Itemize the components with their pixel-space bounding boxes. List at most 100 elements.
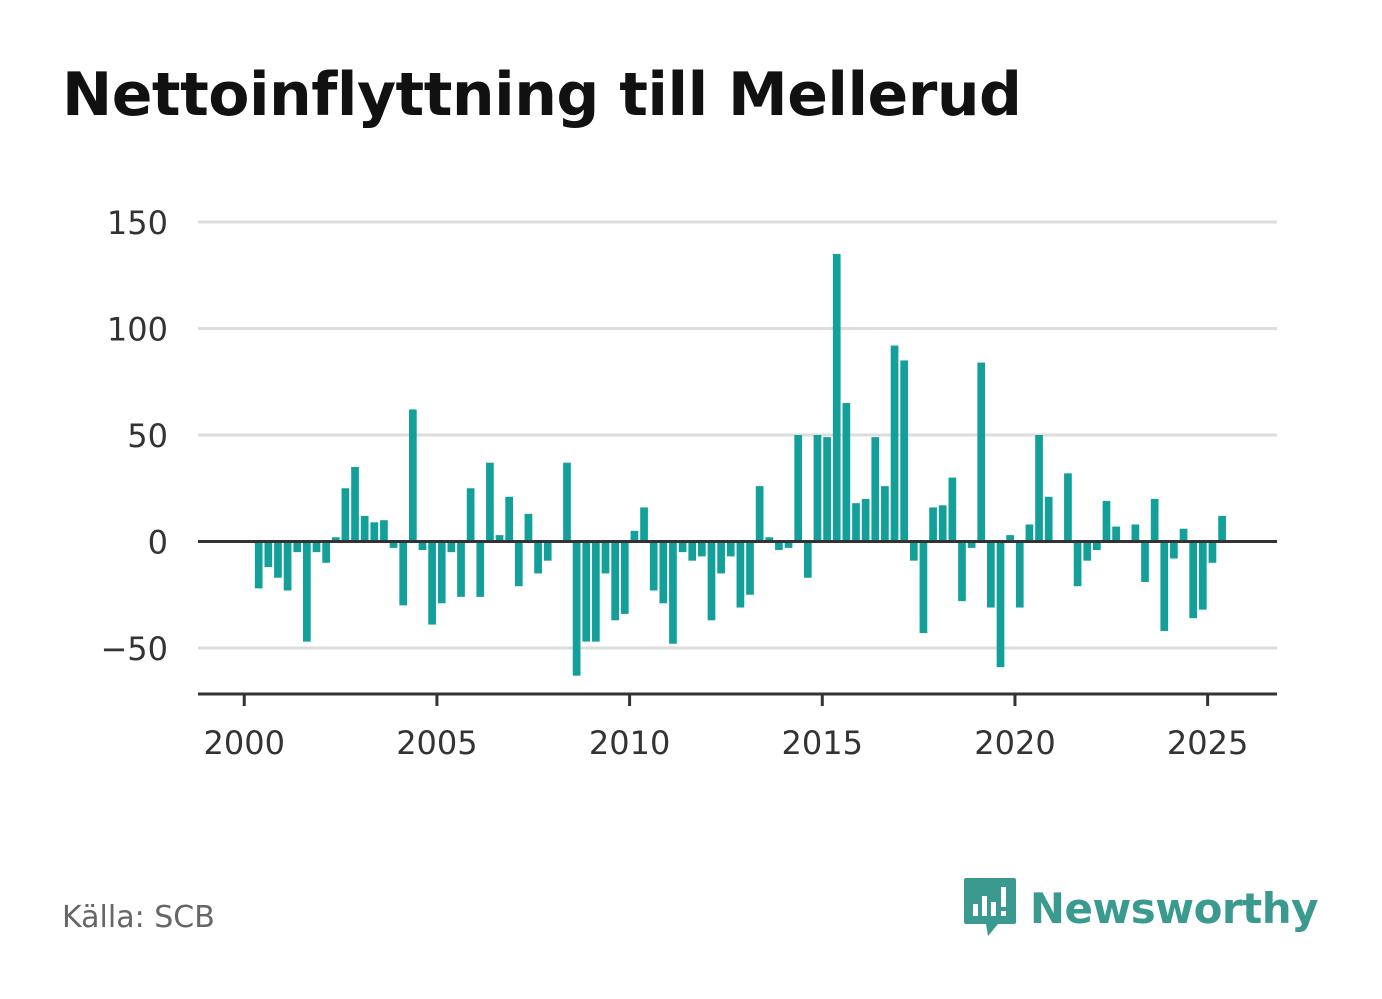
bar bbox=[312, 541, 321, 553]
grid-layer bbox=[198, 220, 1277, 650]
x-tick-label: 2015 bbox=[782, 724, 863, 762]
bar bbox=[601, 541, 610, 574]
bar bbox=[1150, 498, 1159, 542]
bar bbox=[611, 541, 620, 621]
bar bbox=[1208, 541, 1217, 563]
bar bbox=[640, 507, 648, 542]
bar bbox=[1035, 435, 1043, 542]
bar bbox=[341, 488, 350, 542]
bar bbox=[784, 541, 793, 548]
bar bbox=[881, 486, 889, 542]
bar bbox=[1189, 541, 1198, 619]
bar bbox=[437, 541, 446, 604]
bar bbox=[717, 541, 725, 574]
y-tick-label: 150 bbox=[107, 204, 168, 242]
bar bbox=[794, 435, 803, 542]
y-tick-label: −50 bbox=[100, 630, 168, 668]
bar bbox=[428, 541, 436, 625]
bar bbox=[1179, 528, 1188, 542]
bar bbox=[380, 520, 388, 542]
bar bbox=[1170, 541, 1178, 559]
bar bbox=[1198, 541, 1207, 610]
bar bbox=[360, 515, 369, 542]
bar bbox=[852, 503, 860, 542]
bar bbox=[563, 462, 571, 542]
brand-name: Newsworthy bbox=[1029, 883, 1319, 933]
y-tick-label: 100 bbox=[107, 311, 168, 349]
bar bbox=[1015, 541, 1024, 608]
bar bbox=[1141, 541, 1149, 582]
x-tick-label: 2000 bbox=[204, 724, 285, 762]
bar bbox=[1083, 541, 1092, 561]
bar bbox=[495, 535, 504, 542]
bar bbox=[572, 541, 581, 676]
x-tick-label: 2005 bbox=[396, 724, 477, 762]
bar bbox=[1112, 526, 1120, 542]
bar bbox=[476, 541, 485, 597]
bar bbox=[861, 498, 870, 542]
bar bbox=[755, 486, 764, 542]
bar bbox=[331, 537, 340, 542]
bar bbox=[389, 541, 398, 548]
bar bbox=[698, 541, 706, 557]
bar bbox=[823, 437, 831, 542]
bar bbox=[765, 537, 774, 542]
bar bbox=[592, 541, 600, 642]
bar bbox=[1044, 496, 1053, 542]
bar bbox=[649, 541, 658, 591]
x-tick-label: 2025 bbox=[1167, 724, 1248, 762]
bar bbox=[813, 435, 822, 542]
bar bbox=[1025, 524, 1034, 542]
bar bbox=[418, 541, 427, 551]
bar bbox=[1073, 541, 1082, 587]
brand-logo[interactable]: Newsworthy bbox=[963, 878, 1319, 938]
bar bbox=[996, 541, 1005, 668]
bar bbox=[1102, 501, 1111, 542]
bar bbox=[659, 541, 668, 604]
bar bbox=[351, 466, 359, 542]
bar bbox=[370, 522, 379, 542]
chart-title: Nettoinflyttning till Mellerud bbox=[62, 60, 1022, 130]
bar bbox=[688, 541, 697, 561]
bar bbox=[1092, 541, 1101, 551]
bar bbox=[486, 462, 494, 542]
bar bbox=[967, 541, 976, 548]
bar bbox=[736, 541, 745, 608]
bar bbox=[890, 345, 899, 542]
bar bbox=[630, 530, 639, 542]
bar bbox=[534, 541, 542, 574]
bar bbox=[264, 541, 273, 568]
bar bbox=[254, 541, 263, 589]
bar bbox=[803, 541, 812, 578]
bar bbox=[775, 541, 783, 551]
x-tick-label: 2010 bbox=[589, 724, 670, 762]
bar bbox=[1064, 473, 1072, 542]
bar bbox=[909, 541, 918, 561]
bar bbox=[678, 541, 687, 553]
bar bbox=[958, 541, 966, 602]
bar bbox=[466, 488, 475, 542]
bar bbox=[977, 362, 986, 542]
bar bbox=[987, 541, 995, 608]
bar bbox=[948, 477, 957, 542]
bar bbox=[399, 541, 408, 606]
bar bbox=[842, 403, 851, 542]
bar bbox=[929, 507, 937, 542]
bar bbox=[1160, 541, 1169, 631]
bar bbox=[408, 409, 417, 542]
bar bbox=[457, 541, 465, 597]
bar bbox=[900, 360, 909, 542]
bar bbox=[1006, 535, 1014, 542]
bar bbox=[303, 541, 311, 642]
bar bbox=[514, 541, 523, 587]
bar bbox=[871, 437, 880, 542]
y-tick-label: 50 bbox=[127, 417, 168, 455]
bar bbox=[832, 253, 841, 542]
bar bbox=[707, 541, 716, 621]
bar bbox=[274, 541, 282, 578]
bar bbox=[322, 541, 330, 563]
bar bbox=[505, 496, 514, 542]
axis-layer: −50 0 50 100 150 2000 2005 2010 2015 2020 2025 bbox=[100, 204, 1277, 762]
bar-layer bbox=[254, 253, 1226, 676]
